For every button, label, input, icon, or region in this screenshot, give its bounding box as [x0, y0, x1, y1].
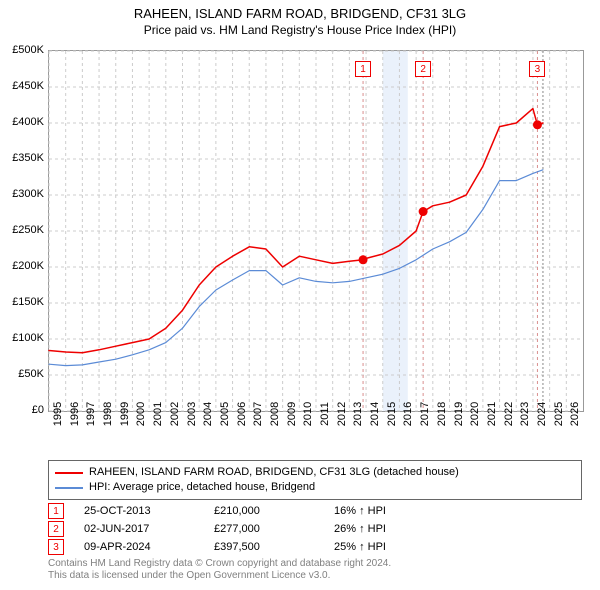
x-tick-label: 2017	[419, 402, 431, 426]
x-tick-label: 2001	[152, 402, 164, 426]
footer-line-2: This data is licensed under the Open Gov…	[48, 570, 582, 582]
x-tick-label: 2019	[453, 402, 465, 426]
y-tick-label: £0	[2, 404, 44, 416]
x-tick-label: 2004	[202, 402, 214, 426]
sales-date: 02-JUN-2017	[84, 523, 214, 535]
y-tick-label: £400K	[2, 116, 44, 128]
chart-plot-area: 1 2 3	[48, 50, 584, 412]
y-tick-label: £350K	[2, 152, 44, 164]
title-sub: Price paid vs. HM Land Registry's House …	[0, 23, 600, 37]
sales-price: £397,500	[214, 541, 334, 553]
x-tick-label: 1999	[119, 402, 131, 426]
sales-diff: 26% ↑ HPI	[334, 523, 582, 535]
x-tick-label: 2009	[286, 402, 298, 426]
x-tick-label: 2011	[319, 402, 331, 426]
sales-price: £210,000	[214, 505, 334, 517]
x-tick-label: 2021	[486, 402, 498, 426]
x-tick-label: 2025	[553, 402, 565, 426]
legend-label: RAHEEN, ISLAND FARM ROAD, BRIDGEND, CF31…	[89, 465, 459, 480]
y-tick-label: £50K	[2, 368, 44, 380]
x-tick-label: 2005	[219, 402, 231, 426]
x-tick-label: 1996	[69, 402, 81, 426]
sales-date: 09-APR-2024	[84, 541, 214, 553]
x-tick-label: 2007	[252, 402, 264, 426]
x-tick-label: 1998	[102, 402, 114, 426]
x-tick-label: 2002	[169, 402, 181, 426]
x-tick-label: 2006	[236, 402, 248, 426]
footer-line-1: Contains HM Land Registry data © Crown c…	[48, 558, 582, 570]
x-tick-label: 2010	[302, 402, 314, 426]
title-main: RAHEEN, ISLAND FARM ROAD, BRIDGEND, CF31…	[0, 6, 600, 21]
footer-text: Contains HM Land Registry data © Crown c…	[48, 558, 582, 582]
title-block: RAHEEN, ISLAND FARM ROAD, BRIDGEND, CF31…	[0, 0, 600, 37]
y-tick-label: £300K	[2, 188, 44, 200]
chart-svg	[49, 51, 583, 411]
legend-color-swatch	[55, 472, 83, 474]
sales-date: 25-OCT-2013	[84, 505, 214, 517]
sale-marker-3: 3	[529, 61, 545, 77]
sales-diff: 16% ↑ HPI	[334, 505, 582, 517]
x-tick-label: 2016	[402, 402, 414, 426]
x-tick-label: 2015	[386, 402, 398, 426]
sales-diff: 25% ↑ HPI	[334, 541, 582, 553]
legend-row: HPI: Average price, detached house, Brid…	[55, 480, 575, 495]
y-tick-label: £500K	[2, 44, 44, 56]
x-tick-label: 2022	[503, 402, 515, 426]
legend-box: RAHEEN, ISLAND FARM ROAD, BRIDGEND, CF31…	[48, 460, 582, 500]
legend-row: RAHEEN, ISLAND FARM ROAD, BRIDGEND, CF31…	[55, 465, 575, 480]
x-tick-label: 2014	[369, 402, 381, 426]
y-tick-label: £100K	[2, 332, 44, 344]
x-tick-label: 2003	[186, 402, 198, 426]
x-tick-label: 2008	[269, 402, 281, 426]
sales-price: £277,000	[214, 523, 334, 535]
sales-table: 1 25-OCT-2013£210,00016% ↑ HPI 2 02-JUN-201…	[48, 502, 582, 556]
sales-row: 3 09-APR-2024£397,50025% ↑ HPI	[48, 538, 582, 556]
y-tick-label: £250K	[2, 224, 44, 236]
x-tick-label: 2024	[536, 402, 548, 426]
x-tick-label: 2012	[336, 402, 348, 426]
sales-marker-2: 2	[48, 521, 64, 537]
x-tick-label: 2018	[436, 402, 448, 426]
sales-row: 2 02-JUN-2017£277,00026% ↑ HPI	[48, 520, 582, 538]
y-tick-label: £200K	[2, 260, 44, 272]
sales-marker-3: 3	[48, 539, 64, 555]
legend-label: HPI: Average price, detached house, Brid…	[89, 480, 315, 495]
sale-marker-1: 1	[355, 61, 371, 77]
x-tick-label: 1997	[85, 402, 97, 426]
x-tick-label: 1995	[52, 402, 64, 426]
sales-row: 1 25-OCT-2013£210,00016% ↑ HPI	[48, 502, 582, 520]
sales-marker-1: 1	[48, 503, 64, 519]
x-tick-label: 2023	[519, 402, 531, 426]
legend-color-swatch	[55, 487, 83, 489]
sale-marker-2: 2	[415, 61, 431, 77]
y-tick-label: £450K	[2, 80, 44, 92]
x-tick-label: 2026	[569, 402, 581, 426]
y-tick-label: £150K	[2, 296, 44, 308]
chart-container: RAHEEN, ISLAND FARM ROAD, BRIDGEND, CF31…	[0, 0, 600, 590]
x-tick-label: 2013	[352, 402, 364, 426]
x-tick-label: 2020	[469, 402, 481, 426]
x-tick-label: 2000	[135, 402, 147, 426]
